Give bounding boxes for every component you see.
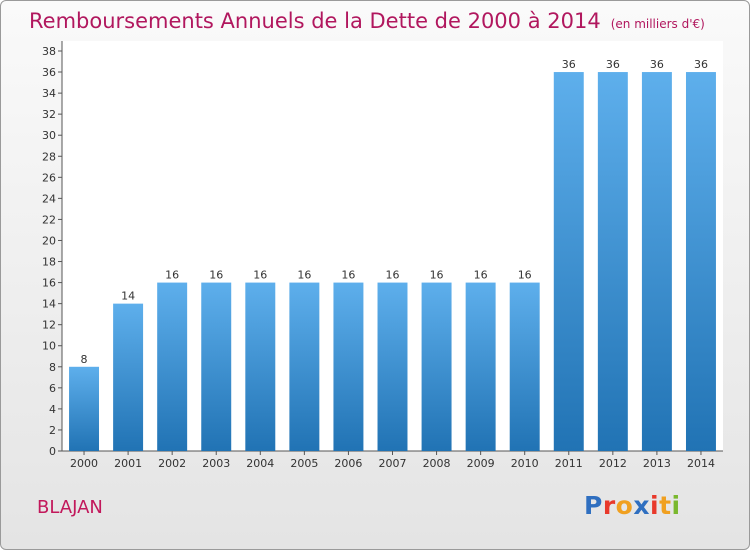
bar-value-label: 36 [694,58,708,71]
bar [157,282,188,451]
x-tick-label: 2011 [555,457,583,470]
bar-value-label: 14 [121,290,135,303]
bar-value-label: 16 [341,269,355,282]
bar [333,282,364,451]
logo-letter: P [584,491,603,520]
y-tick-label: 14 [42,298,56,311]
y-tick-label: 32 [42,108,56,121]
bar [245,282,276,451]
logo-letter: t [659,491,672,520]
bar [289,282,320,451]
bar-value-label: 16 [165,269,179,282]
bar-value-label: 16 [518,269,532,282]
bar-value-label: 8 [81,353,88,366]
x-tick-label: 2012 [599,457,627,470]
value-labels: 8 14 16 16 16 16 16 16 16 16 16 36 36 36 36 [81,58,708,366]
bar-value-label: 16 [386,269,400,282]
y-tick-label: 24 [42,192,56,205]
y-tick-label: 30 [42,129,56,142]
commune-name: BLAJAN [37,497,103,518]
y-tick-label: 18 [42,256,56,269]
bar-value-label: 36 [562,58,576,71]
bar-value-label: 16 [209,269,223,282]
y-tick-label: 38 [42,45,56,58]
y-tick-label: 10 [42,340,56,353]
y-tick-label: 34 [42,87,56,100]
x-tick-label: 2002 [158,457,186,470]
y-tick-label: 28 [42,150,56,163]
x-tick-label: 2009 [467,457,495,470]
y-tick-label: 8 [49,361,56,374]
bar-value-label: 16 [430,269,444,282]
logo-letter: x [633,491,650,520]
chart-title: Remboursements Annuels de la Dette de 20… [29,9,705,33]
chart-unit-label: (en milliers d'€) [610,17,705,31]
bar [421,282,452,451]
x-tick-label: 2014 [687,457,715,470]
bar [597,72,628,451]
x-tick-label: 2001 [114,457,142,470]
y-tick-label: 4 [49,403,56,416]
y-tick-label: 36 [42,66,56,79]
bars [69,72,716,451]
x-tick-label: 2008 [423,457,451,470]
bar [113,303,144,451]
bar [69,366,100,451]
x-axis: 2000 2001 2002 2003 2004 2005 2006 2007 2008 2009… [62,450,723,470]
bar-value-label: 16 [474,269,488,282]
bar [201,282,232,451]
x-tick-label: 2004 [246,457,274,470]
x-tick-label: 2013 [643,457,671,470]
y-tick-label: 16 [42,277,56,290]
bar [685,72,716,451]
bar-value-label: 36 [606,58,620,71]
bar-value-label: 16 [297,269,311,282]
proxiti-logo: Proxiti [584,491,681,520]
y-tick-label: 26 [42,171,56,184]
bar [641,72,672,451]
chart-title-text: Remboursements Annuels de la Dette de 20… [29,9,601,33]
x-tick-label: 2003 [202,457,230,470]
x-tick-label: 2006 [334,457,362,470]
logo-letter: r [602,491,616,520]
bar [509,282,540,451]
bar [465,282,496,451]
bar [377,282,408,451]
logo-letter: i [650,491,660,520]
logo-letter: o [615,491,634,520]
y-tick-label: 0 [49,445,56,458]
bar-value-label: 16 [253,269,267,282]
y-tick-label: 12 [42,319,56,332]
bar-value-label: 36 [650,58,664,71]
bar [553,72,584,451]
x-tick-label: 2007 [379,457,407,470]
y-tick-label: 22 [42,213,56,226]
x-tick-label: 2000 [70,457,98,470]
x-tick-label: 2010 [511,457,539,470]
y-tick-label: 6 [49,382,56,395]
logo-letter: i [671,491,681,520]
y-tick-label: 20 [42,234,56,247]
y-tick-label: 2 [49,424,56,437]
x-tick-label: 2005 [290,457,318,470]
